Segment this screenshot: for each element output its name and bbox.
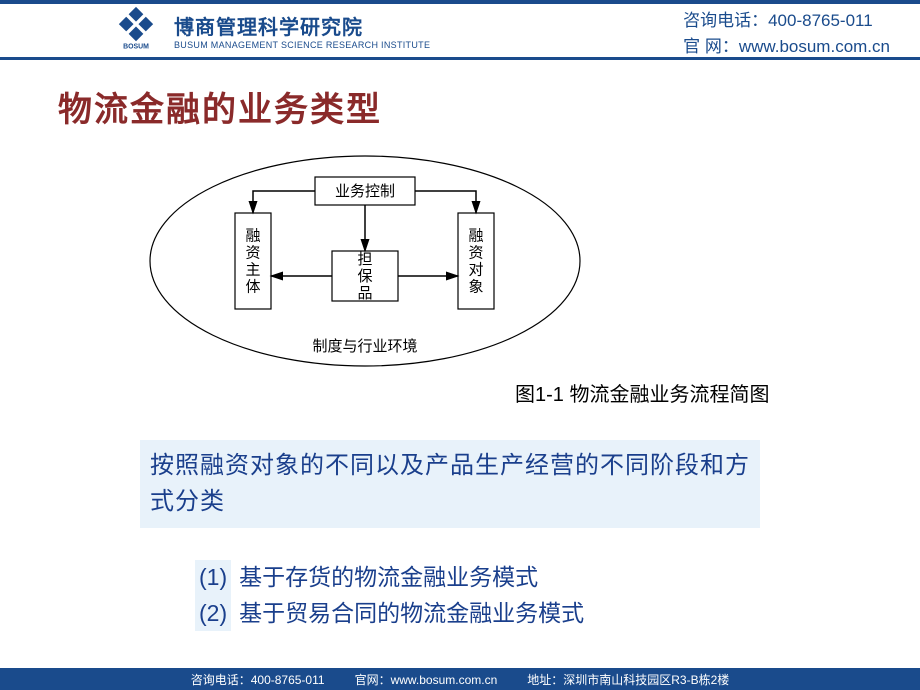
svg-text:保: 保 — [357, 268, 372, 285]
org-name-cn: 博商管理科学研究院 — [174, 11, 430, 40]
svg-text:象: 象 — [468, 279, 483, 296]
classification-subtitle: 按照融资对象的不同以及产品生产经营的不同阶段和方式分类 — [140, 440, 760, 528]
list-item: (2) 基于贸易合同的物流金融业务模式 — [195, 596, 584, 632]
contact-site: www.bosum.com.cn — [739, 37, 890, 56]
svg-text:资: 资 — [245, 245, 260, 262]
header: BOSUM 博商管理科学研究院 BUSUM MANAGEMENT SCIENCE… — [0, 0, 920, 60]
contact-phone-row: 咨询电话：400-8765-011 — [683, 8, 890, 34]
svg-text:资: 资 — [468, 245, 483, 262]
svg-text:担: 担 — [357, 251, 372, 268]
footer-addr: 地址：深圳市南山科技园区R3-B栋2楼 — [527, 671, 729, 688]
diagram-env-label: 制度与行业环境 — [312, 337, 417, 355]
footer: 咨询电话：400-8765-011 官网：www.bosum.com.cn 地址… — [0, 668, 920, 690]
contact-phone: 400-8765-011 — [768, 11, 873, 30]
contact-site-row: 官 网：www.bosum.com.cn — [683, 34, 890, 60]
svg-text:融: 融 — [468, 228, 483, 245]
svg-text:体: 体 — [245, 279, 260, 296]
list-text: 基于贸易合同的物流金融业务模式 — [239, 600, 584, 626]
svg-text:对: 对 — [468, 262, 483, 279]
bosum-logo-icon: BOSUM — [110, 5, 162, 57]
list-item: (1) 基于存货的物流金融业务模式 — [195, 560, 584, 596]
list-text: 基于存货的物流金融业务模式 — [239, 564, 538, 590]
svg-text:BOSUM: BOSUM — [123, 43, 149, 50]
contact-site-label: 官 网： — [683, 37, 739, 56]
svg-text:品: 品 — [357, 285, 372, 302]
org-name-en: BUSUM MANAGEMENT SCIENCE RESEARCH INSTIT… — [174, 40, 430, 50]
classification-list: (1) 基于存货的物流金融业务模式 (2) 基于贸易合同的物流金融业务模式 — [195, 560, 584, 631]
svg-text:主: 主 — [245, 262, 260, 279]
flow-diagram: 业务控制担保品融资主体融资对象 制度与行业环境 — [140, 151, 590, 381]
figure-caption: 图1-1 物流金融业务流程简图 — [515, 378, 769, 407]
contact-phone-label: 咨询电话： — [683, 11, 768, 30]
footer-phone: 咨询电话：400-8765-011 — [191, 671, 325, 688]
list-num: (1) — [195, 560, 231, 596]
footer-site: 官网：www.bosum.com.cn — [355, 671, 498, 688]
contact-block: 咨询电话：400-8765-011 官 网：www.bosum.com.cn — [683, 8, 890, 59]
org-name-block: 博商管理科学研究院 BUSUM MANAGEMENT SCIENCE RESEA… — [174, 11, 430, 50]
slide-title: 物流金融的业务类型 — [58, 82, 920, 131]
list-num: (2) — [195, 596, 231, 632]
svg-text:融: 融 — [245, 228, 260, 245]
svg-text:业务控制: 业务控制 — [335, 183, 395, 200]
logo-block: BOSUM 博商管理科学研究院 BUSUM MANAGEMENT SCIENCE… — [0, 5, 430, 57]
